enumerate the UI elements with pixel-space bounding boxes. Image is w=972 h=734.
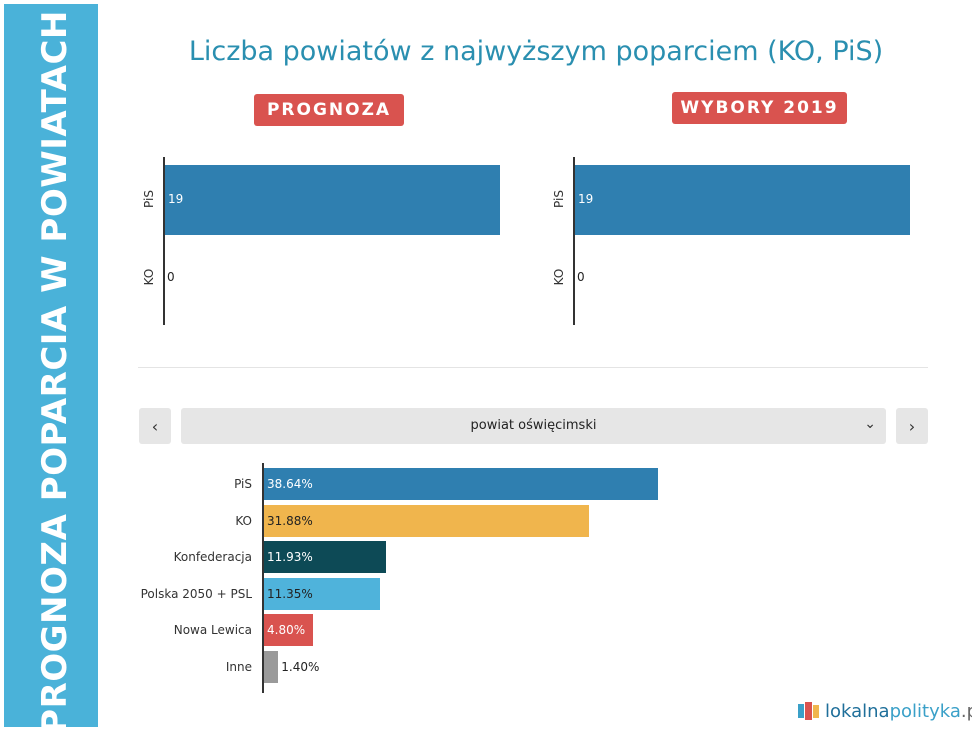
category-label: Konfederacja — [173, 550, 252, 565]
side-banner: PROGNOZA POPARCIA W POWIATACH — [4, 4, 98, 734]
bar-pis — [575, 165, 910, 235]
logo-text-part: lokalna — [825, 700, 890, 722]
bar-value-label: 19 — [578, 192, 594, 206]
category-label: PiS — [552, 190, 566, 208]
category-label: KO — [552, 268, 566, 286]
divider — [138, 367, 928, 368]
bar — [264, 577, 380, 610]
bar-value-label: 31.88% — [267, 513, 313, 528]
powiat-select[interactable]: powiat oświęcimski ⌄ — [181, 408, 886, 444]
category-label: PiS — [142, 190, 156, 208]
logo-text-part: .pl — [960, 700, 972, 722]
logo-text-part: polityka — [889, 700, 961, 722]
bar-pis — [165, 165, 500, 235]
category-label: KO — [142, 268, 156, 286]
logo: lokalnapolityka.pl — [797, 700, 972, 722]
bar-value-label: 0 — [167, 270, 175, 284]
bar — [264, 504, 590, 537]
bar — [264, 541, 386, 574]
badge-wybory-2019: WYBORY 2019 — [672, 92, 847, 124]
bar — [264, 651, 279, 683]
chevron-left-icon: ‹ — [151, 416, 159, 436]
category-label: KO — [235, 513, 252, 528]
bar — [264, 468, 658, 500]
bar-value-label: 11.35% — [267, 586, 313, 601]
bar-value-label: 11.93% — [267, 550, 313, 565]
prev-powiat-button[interactable]: ‹ — [139, 408, 171, 444]
next-powiat-button[interactable]: › — [896, 408, 928, 444]
chevron-down-icon: ⌄ — [864, 416, 876, 432]
category-label: Polska 2050 + PSL — [140, 586, 252, 601]
category-label: PiS — [234, 477, 252, 491]
category-label: Inne — [225, 660, 252, 674]
bar-value-label: 4.80% — [267, 623, 306, 638]
panel-axis — [163, 157, 165, 325]
chart-axis — [262, 463, 264, 693]
bar-value-label: 19 — [168, 192, 184, 206]
chevron-right-icon: › — [908, 416, 916, 436]
logo-icon — [798, 702, 819, 720]
side-banner-title: PROGNOZA POPARCIA W POWIATACH — [35, 10, 75, 734]
badge-prognoza: PROGNOZA — [254, 94, 404, 126]
bar — [264, 614, 313, 647]
bar-value-label: 38.64% — [267, 477, 313, 491]
panel-axis — [573, 157, 575, 325]
bar-value-label: 1.40% — [281, 660, 320, 674]
powiat-select-value: powiat oświęcimski — [470, 418, 597, 433]
category-label: Nowa Lewica — [173, 623, 252, 638]
page-title: Liczba powiatów z najwyższym poparciem (… — [188, 36, 884, 67]
bar-value-label: 0 — [577, 270, 585, 284]
